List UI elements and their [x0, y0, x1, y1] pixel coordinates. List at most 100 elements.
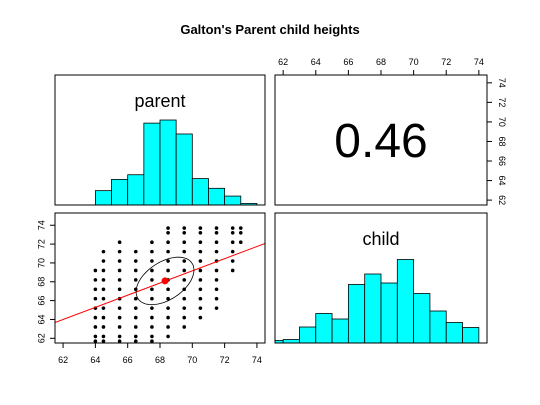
point	[117, 240, 122, 245]
bar	[282, 339, 300, 343]
point	[117, 325, 122, 329]
point	[214, 296, 219, 301]
point	[93, 268, 98, 273]
x-tick-label: 70	[409, 57, 419, 67]
point	[198, 278, 203, 282]
bar	[413, 293, 431, 343]
bar	[127, 174, 145, 205]
point	[182, 230, 187, 235]
histogram	[275, 259, 480, 343]
point	[230, 268, 235, 273]
y-tick-label: 70	[36, 258, 46, 268]
point	[101, 268, 106, 273]
bar	[208, 187, 226, 205]
point	[166, 306, 170, 310]
point	[101, 306, 106, 310]
point	[166, 226, 170, 230]
bar	[299, 326, 317, 343]
point	[117, 268, 122, 273]
point	[150, 249, 154, 254]
point	[166, 230, 170, 235]
panel-frame	[54, 74, 266, 206]
point	[166, 325, 170, 329]
bar	[380, 282, 398, 343]
point	[133, 259, 138, 263]
point	[101, 334, 106, 339]
point	[238, 240, 243, 245]
point	[166, 268, 170, 273]
point	[198, 230, 203, 235]
bar	[143, 122, 161, 205]
point	[166, 240, 170, 245]
correlation-ellipse	[135, 256, 195, 306]
x-tick-label: 74	[252, 355, 262, 365]
y-tick-label: 74	[497, 78, 507, 88]
x-tick-label: 74	[474, 57, 484, 67]
bar	[191, 178, 209, 205]
point	[214, 230, 219, 235]
point	[117, 339, 122, 343]
point	[117, 287, 122, 292]
point	[182, 259, 187, 263]
y-tick-label: 68	[36, 277, 46, 287]
point	[150, 296, 154, 301]
point	[101, 315, 106, 320]
point	[182, 240, 187, 245]
point	[150, 334, 154, 339]
y-tick-label: 66	[36, 296, 46, 306]
x-tick-label: 72	[441, 57, 451, 67]
point	[214, 226, 219, 230]
point	[230, 249, 235, 254]
x-tick-label: 68	[376, 57, 386, 67]
point	[182, 315, 187, 320]
y-tick-label: 72	[36, 239, 46, 249]
bar	[175, 133, 193, 205]
point	[182, 278, 187, 282]
point	[133, 296, 138, 301]
x-tick-label: 66	[123, 355, 133, 365]
y-tick-label: 68	[497, 136, 507, 146]
point	[182, 325, 187, 329]
panel-label: parent	[134, 91, 185, 111]
point	[93, 296, 98, 301]
point	[133, 268, 138, 273]
point	[198, 240, 203, 245]
point	[93, 278, 98, 282]
y-tick-label: 62	[497, 195, 507, 205]
point	[93, 315, 98, 320]
point	[150, 339, 154, 343]
point	[133, 287, 138, 292]
point	[198, 287, 203, 292]
bar	[364, 273, 382, 343]
point	[182, 249, 187, 254]
point	[117, 306, 122, 310]
point	[101, 249, 106, 254]
bar	[159, 119, 177, 205]
point	[133, 278, 138, 282]
point	[133, 339, 138, 343]
point	[133, 325, 138, 329]
y-tick-label: 66	[497, 156, 507, 166]
x-tick-label: 66	[343, 57, 353, 67]
bar	[396, 259, 415, 343]
point	[166, 334, 170, 339]
point	[214, 240, 219, 245]
point	[150, 259, 154, 263]
point	[166, 296, 170, 301]
point	[101, 259, 106, 263]
point	[150, 325, 154, 329]
panel-frame	[274, 212, 488, 344]
point	[93, 287, 98, 292]
point	[214, 278, 219, 282]
x-tick-label: 64	[311, 57, 321, 67]
bar	[445, 322, 463, 343]
y-tick-label: 70	[497, 117, 507, 127]
point	[214, 268, 219, 273]
panel-label: child	[362, 229, 399, 249]
y-tick-label: 64	[497, 176, 507, 186]
chart-title: Galton's Parent child heights	[180, 22, 359, 37]
point	[150, 287, 154, 292]
point	[117, 334, 122, 339]
point	[198, 259, 203, 263]
x-tick-label: 68	[155, 355, 165, 365]
